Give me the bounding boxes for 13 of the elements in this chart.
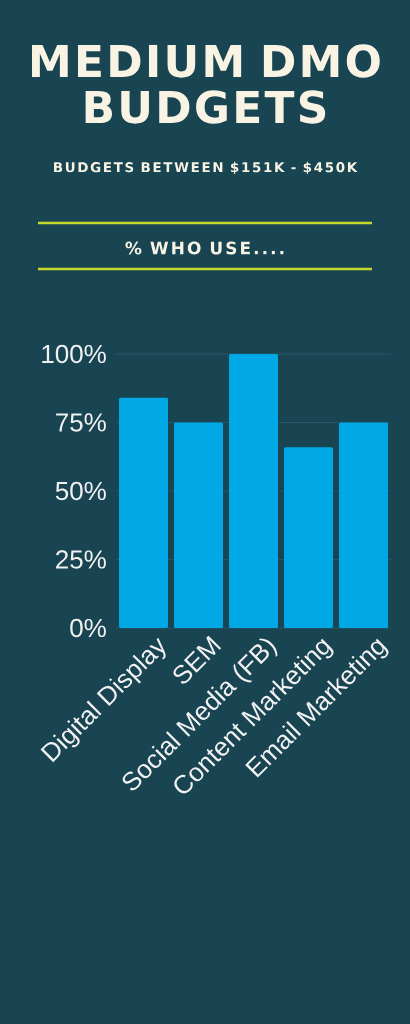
bar xyxy=(339,422,388,628)
bar xyxy=(174,422,223,628)
bar xyxy=(119,397,168,628)
y-tick-label: 50% xyxy=(55,481,106,501)
chart-title: MEDIUM DMO BUDGETS xyxy=(32,44,380,124)
y-tick-label: 75% xyxy=(56,413,106,432)
bar xyxy=(284,447,333,628)
y-tick-label: 100% xyxy=(42,344,106,364)
y-tick-label: 0% xyxy=(70,618,106,638)
y-tick-label: 25% xyxy=(56,550,106,569)
chart-subtitle: BUDGETS BETWEEN $151K - $450K xyxy=(54,161,358,175)
text: % WHO USE.... xyxy=(125,241,284,255)
bar xyxy=(229,353,278,628)
